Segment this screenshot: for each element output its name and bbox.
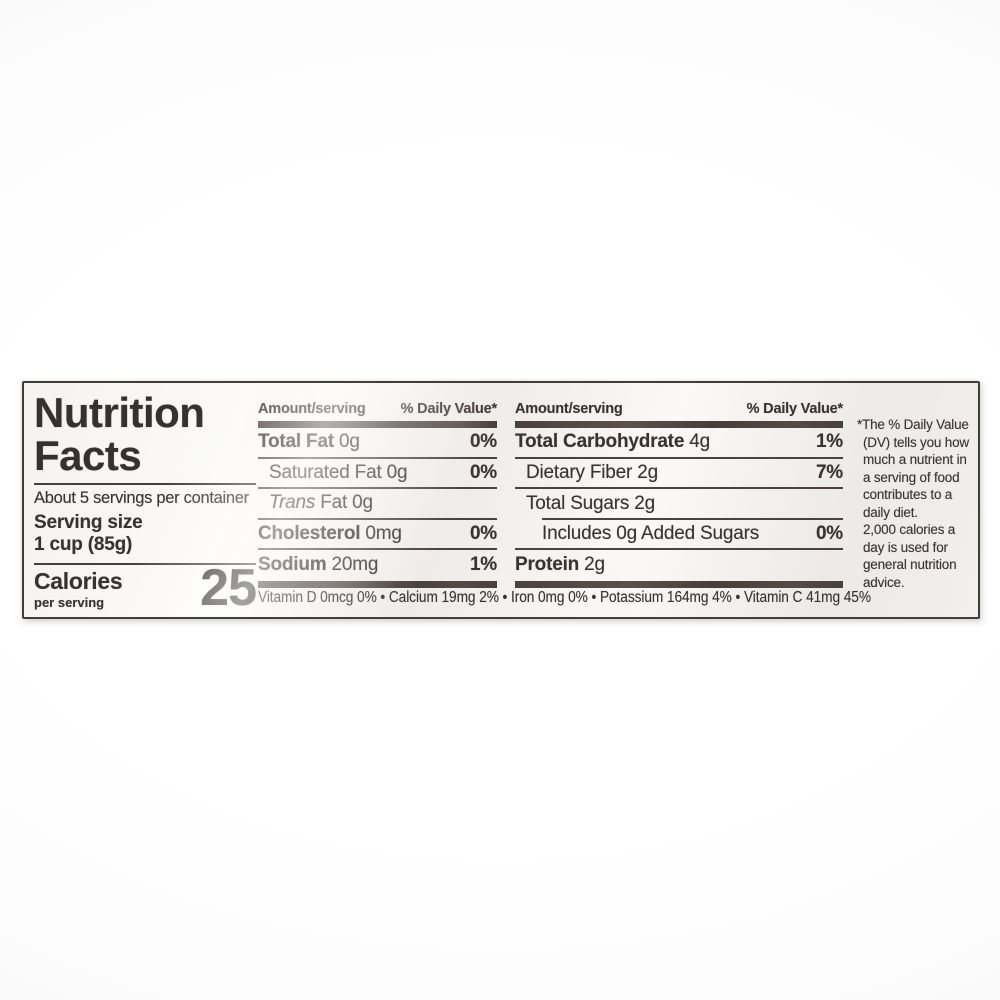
nutrient-name: Dietary Fiber 2g [515, 462, 658, 484]
nutrient-dv: 0% [469, 431, 497, 453]
nutrient-plain-text: 0mg [360, 522, 402, 544]
row-cholesterol: Cholesterol 0mg 0% [258, 520, 497, 550]
thick-rule [515, 421, 843, 428]
nutrient-column-right: Amount/serving % Daily Value* Total Carbo… [515, 395, 843, 588]
row-total-carbohydrate: Total Carbohydrate 4g 1% [515, 428, 843, 459]
nutrient-dv: 1% [469, 554, 497, 576]
amount-serving-header: Amount/serving [515, 401, 623, 417]
nutrient-bold-text: Protein [515, 554, 580, 576]
nutrient-column-left: Amount/serving % Daily Value* Total Fat 0… [258, 395, 497, 588]
title-line-1: Nutrition [34, 389, 205, 436]
thick-rule [258, 421, 497, 428]
nutrient-bold-text: Sodium [258, 554, 327, 576]
row-trans-fat: Trans Fat 0g [258, 489, 497, 520]
nutrition-facts-title: Nutrition Facts [34, 391, 256, 477]
daily-value-header: % Daily Value* [746, 401, 844, 417]
nutrient-dv: 0% [469, 522, 497, 544]
nutrient-name: Total Sugars 2g [515, 493, 655, 515]
nutrient-plain-text: 4g [684, 431, 711, 453]
nutrient-dv: 1% [815, 431, 843, 453]
nutrient-name: Total Carbohydrate 4g [515, 431, 710, 453]
row-added-sugars: Includes 0g Added Sugars 0% [515, 520, 843, 550]
micronutrients-line: Vitamin D 0mcg 0% • Calcium 19mg 2% • Ir… [258, 589, 871, 606]
nutrient-bold-text: Total Fat [258, 431, 334, 453]
nutrient-plain-text: 20mg [326, 554, 379, 576]
serving-info-column: Nutrition Facts About 5 servings per cont… [34, 391, 257, 617]
nutrient-dv: 7% [815, 461, 843, 483]
nutrient-name: Sodium 20mg [258, 554, 378, 576]
row-saturated-fat: Saturated Fat 0g 0% [258, 459, 497, 489]
calories-label: Calories [34, 568, 123, 594]
thick-rule [258, 580, 497, 588]
calories-row: Calories per serving 25 [34, 559, 257, 617]
title-divider [34, 483, 256, 485]
nutrient-plain-text: 2g [579, 554, 605, 576]
footnote-paragraph-2: 2,000 calories a day is used for general… [863, 522, 957, 590]
nutrient-rows: Total Carbohydrate 4g 1% Dietary Fiber 2g… [515, 428, 843, 581]
calories-divider [34, 563, 256, 565]
row-total-sugars: Total Sugars 2g [515, 489, 843, 520]
nutrition-facts-label: Nutrition Facts About 5 servings per cont… [22, 381, 980, 619]
nutrient-plain-text: Total Sugars 2g [526, 493, 656, 515]
footnote-paragraph-1: *The % Daily Value (DV) tells you how mu… [857, 417, 969, 520]
serving-size-label: Serving size [34, 512, 143, 533]
calories-label-block: Calories per serving [34, 568, 123, 611]
column-header: Amount/serving % Daily Value* [515, 395, 843, 417]
nutrient-rows: Total Fat 0g 0% Saturated Fat 0g 0% Trans … [258, 428, 497, 581]
row-dietary-fiber: Dietary Fiber 2g 7% [515, 459, 843, 489]
calories-value: 25 [200, 559, 257, 617]
row-protein: Protein 2g [515, 550, 843, 581]
nutrient-name: Cholesterol 0mg [258, 523, 402, 545]
nutrient-name: Total Fat 0g [258, 431, 360, 453]
daily-value-footnote: *The % Daily Value (DV) tells you how mu… [857, 416, 973, 591]
daily-value-header: % Daily Value* [400, 401, 498, 417]
nutrient-plain-text: Dietary Fiber 2g [526, 461, 658, 483]
row-sodium: Sodium 20mg 1% [258, 550, 497, 581]
nutrient-name: Saturated Fat 0g [258, 461, 408, 484]
nutrient-name: Includes 0g Added Sugars [515, 523, 759, 545]
nutrient-plain-text: 0g [333, 431, 360, 453]
nutrient-name: Trans Fat 0g [258, 492, 373, 514]
nutrient-plain-text: Includes 0g Added Sugars [542, 522, 760, 544]
nutrient-dv: 0% [815, 522, 843, 544]
row-total-fat: Total Fat 0g 0% [258, 428, 497, 459]
serving-size-value: 1 cup (85g) [34, 534, 133, 555]
thick-rule [515, 580, 843, 588]
nutrient-italic-text: Trans [269, 492, 316, 514]
nutrient-name: Protein 2g [515, 554, 605, 576]
nutrient-dv: 0% [469, 461, 497, 483]
nutrient-bold-text: Cholesterol [258, 522, 361, 544]
nutrient-plain-text: Saturated Fat 0g [269, 461, 408, 483]
nutrient-plain-text: Fat 0g [315, 492, 373, 514]
calories-sublabel: per serving [34, 595, 105, 610]
title-line-2: Facts [34, 432, 142, 479]
amount-serving-header: Amount/serving [258, 401, 366, 417]
nutrient-bold-text: Total Carbohydrate [515, 431, 685, 453]
column-header: Amount/serving % Daily Value* [258, 395, 497, 417]
servings-per-container: About 5 servings per container [34, 489, 249, 507]
